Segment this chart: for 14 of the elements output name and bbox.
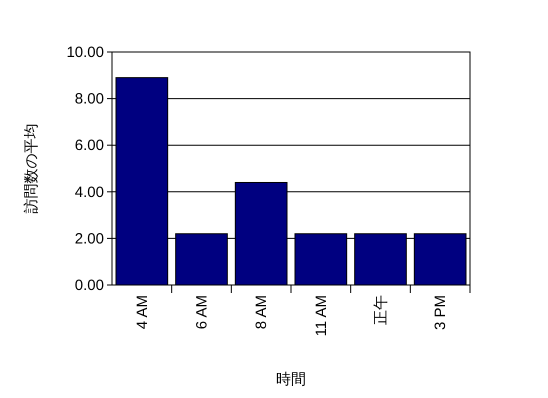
- x-axis-title: 時間: [276, 371, 306, 388]
- y-tick-label: 8.00: [74, 90, 104, 108]
- x-tick-label: 8 AM: [253, 295, 270, 330]
- y-tick-label: 4.00: [74, 184, 104, 201]
- x-tick-label: 11 AM: [312, 295, 330, 336]
- y-tick-label: 0.00: [74, 277, 104, 294]
- x-tick-label: 6 AM: [194, 295, 210, 330]
- x-tick-label: 4 AM: [134, 295, 151, 330]
- x-tick-label: 3 PM: [432, 295, 450, 330]
- y-axis-title: 訪問数の平均: [23, 124, 40, 214]
- y-tick-label: 10.00: [66, 44, 104, 61]
- x-tick-label: 正午: [372, 295, 390, 325]
- y-tick-label: 6.00: [74, 137, 104, 154]
- y-tick-label: 2.00: [74, 230, 104, 248]
